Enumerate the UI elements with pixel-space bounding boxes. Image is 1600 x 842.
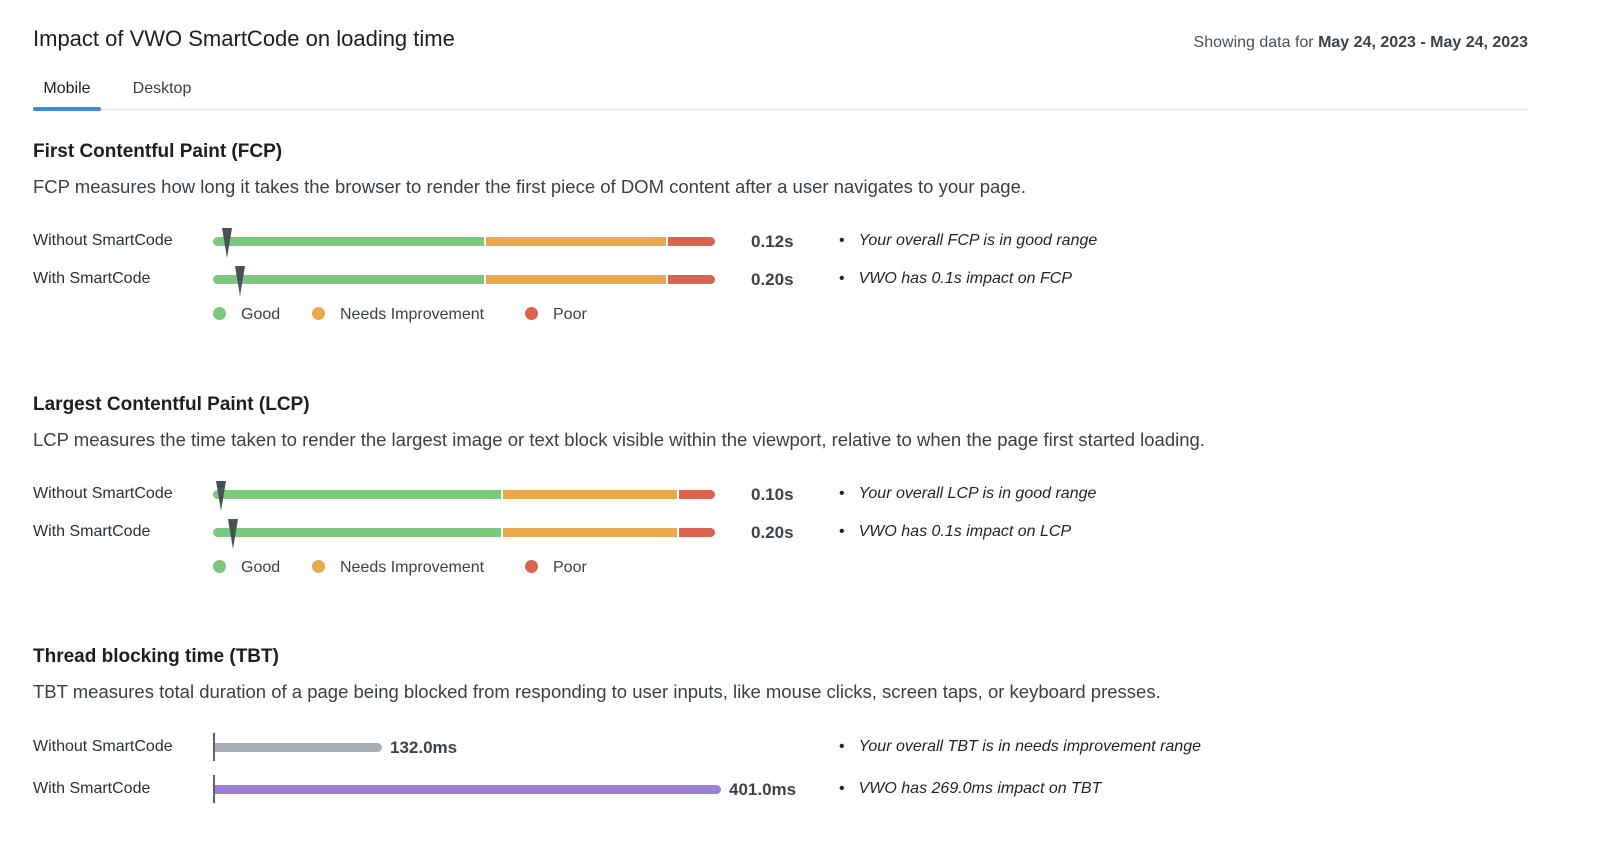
tbt-value: 132.0ms	[390, 738, 458, 757]
tbt-axis-line	[213, 733, 215, 761]
tab-mobile[interactable]: Mobile	[33, 80, 101, 111]
value-marker	[222, 228, 233, 258]
lcp-row-with: With SmartCode 0.20s VWO has 0.1s impact…	[33, 519, 1533, 549]
poor-segment	[668, 237, 715, 246]
metric-note: VWO has 0.1s impact on LCP	[839, 523, 1072, 541]
legend-good: Good	[213, 559, 280, 577]
needs-improvement-segment	[486, 237, 666, 246]
value-marker	[216, 481, 227, 511]
needs-improvement-segment	[486, 275, 666, 284]
row-label: With SmartCode	[33, 780, 151, 797]
needs-improvement-segment	[503, 490, 677, 499]
fcp-section: First Contentful Paint (FCP) FCP measure…	[33, 141, 1533, 341]
needs-improvement-segment	[503, 528, 677, 537]
poor-segment	[679, 528, 715, 537]
poor-dot-icon	[525, 307, 538, 320]
tbt-section: Thread blocking time (TBT) TBT measures …	[33, 646, 1533, 826]
good-segment	[213, 237, 484, 246]
tbt-value: 401.0ms	[729, 780, 797, 799]
date-range-value: May 24, 2023 - May 24, 2023	[1318, 34, 1528, 51]
legend-poor: Poor	[525, 306, 587, 324]
legend-needs-improvement-label: Needs Improvement	[340, 306, 485, 323]
page-title: Impact of VWO SmartCode on loading time	[33, 26, 455, 51]
metric-value: 0.10s	[751, 485, 794, 504]
tbt-row-with: With SmartCode 401.0ms VWO has 269.0ms i…	[33, 775, 1533, 803]
poor-segment	[679, 490, 715, 499]
lcp-title: Largest Contentful Paint (LCP)	[33, 394, 310, 415]
value-marker	[227, 519, 238, 549]
metric-note: Your overall LCP is in good range	[839, 485, 1097, 503]
date-range-info: Showing data for May 24, 2023 - May 24, …	[1194, 34, 1528, 52]
legend-good-label: Good	[241, 559, 281, 576]
tab-desktop[interactable]: Desktop	[132, 80, 192, 97]
row-label: Without SmartCode	[33, 485, 173, 502]
tbt-bar-without	[215, 743, 382, 752]
needs-improvement-dot-icon	[312, 307, 325, 320]
tbt-description: TBT measures total duration of a page be…	[33, 681, 1161, 702]
fcp-legend: Good Needs Improvement Poor	[213, 306, 713, 326]
legend-poor: Poor	[525, 559, 587, 577]
fcp-row-without: Without SmartCode 0.12s Your overall FCP…	[33, 228, 1533, 258]
good-segment	[213, 490, 501, 499]
tbt-bar-with	[215, 785, 721, 794]
metric-value: 0.20s	[751, 523, 794, 542]
fcp-title: First Contentful Paint (FCP)	[33, 141, 283, 162]
legend-needs-improvement: Needs Improvement	[312, 306, 484, 324]
metric-note: VWO has 269.0ms impact on TBT	[839, 780, 1102, 798]
row-label: Without SmartCode	[33, 232, 173, 249]
legend-good-label: Good	[241, 306, 281, 323]
metric-note: VWO has 0.1s impact on FCP	[839, 270, 1072, 288]
metric-note: Your overall FCP is in good range	[839, 232, 1098, 250]
poor-segment	[668, 275, 715, 284]
row-label: With SmartCode	[33, 270, 151, 287]
legend-poor-label: Poor	[553, 559, 587, 576]
lcp-section: Largest Contentful Paint (LCP) LCP measu…	[33, 394, 1533, 594]
fcp-description: FCP measures how long it takes the brows…	[33, 176, 1026, 197]
metric-value: 0.20s	[751, 270, 794, 289]
row-label: Without SmartCode	[33, 738, 173, 755]
good-dot-icon	[213, 307, 226, 320]
fcp-row-with: With SmartCode 0.20s VWO has 0.1s impact…	[33, 266, 1533, 296]
metric-value: 0.12s	[751, 232, 794, 251]
row-label: With SmartCode	[33, 523, 151, 540]
needs-improvement-dot-icon	[312, 560, 325, 573]
tbt-axis-line	[213, 775, 215, 803]
device-tabs: Mobile Desktop	[33, 80, 1528, 111]
lcp-description: LCP measures the time taken to render th…	[33, 429, 1205, 450]
good-dot-icon	[213, 560, 226, 573]
lcp-row-without: Without SmartCode 0.10s Your overall LCP…	[33, 481, 1533, 511]
legend-poor-label: Poor	[553, 306, 587, 323]
poor-dot-icon	[525, 560, 538, 573]
good-segment	[213, 275, 484, 284]
lcp-legend: Good Needs Improvement Poor	[213, 559, 713, 579]
date-range-prefix: Showing data for	[1193, 34, 1319, 51]
legend-good: Good	[213, 306, 280, 324]
legend-needs-improvement: Needs Improvement	[312, 559, 484, 577]
good-segment	[213, 528, 501, 537]
legend-needs-improvement-label: Needs Improvement	[340, 559, 485, 576]
tbt-title: Thread blocking time (TBT)	[33, 646, 279, 667]
tbt-row-without: Without SmartCode 132.0ms Your overall T…	[33, 733, 1533, 761]
value-marker	[234, 266, 245, 296]
metric-note: Your overall TBT is in needs improvement…	[839, 738, 1201, 756]
